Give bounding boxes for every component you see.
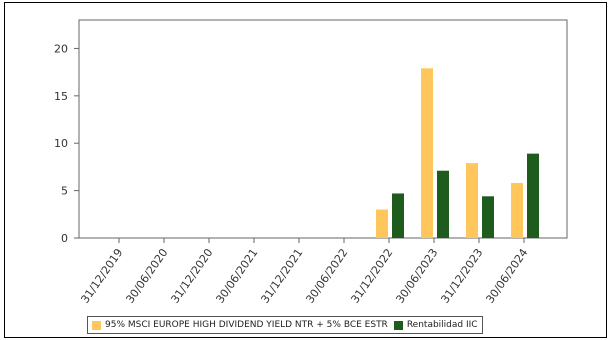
legend-swatch-benchmark — [92, 320, 101, 330]
legend-item-benchmark: 95% MSCI EUROPE HIGH DIVIDEND YIELD NTR … — [92, 320, 388, 330]
bar-fund — [437, 170, 449, 238]
legend-swatch-fund — [393, 320, 403, 330]
y-tick-label: 5 — [61, 185, 68, 198]
legend: 95% MSCI EUROPE HIGH DIVIDEND YIELD NTR … — [87, 316, 483, 334]
y-tick-label: 10 — [54, 137, 68, 150]
chart-frame: 0 5 10 15 20 31/12/2019 30/06/2020 31/12/2020 3… — [4, 2, 607, 338]
bar-benchmark — [421, 68, 433, 238]
bar-benchmark — [511, 183, 523, 238]
x-tick-label: 31/12/2019 — [78, 246, 125, 305]
x-tick-label: 30/06/2023 — [393, 246, 440, 305]
bar-benchmark — [466, 163, 478, 238]
y-tick-label: 20 — [54, 42, 68, 55]
x-tick-label: 30/06/2021 — [213, 246, 260, 305]
legend-label-fund: Rentabilidad IIC — [406, 320, 478, 330]
x-tick-label: 31/12/2022 — [348, 246, 395, 305]
y-axis: 0 5 10 15 20 — [54, 42, 79, 245]
x-tick-label: 30/06/2020 — [123, 246, 170, 305]
x-tick-label: 31/12/2020 — [168, 246, 215, 305]
x-tick-label: 30/06/2024 — [483, 246, 530, 305]
bars — [376, 68, 539, 238]
x-tick-label: 31/12/2021 — [258, 246, 305, 305]
y-tick-label: 0 — [61, 232, 68, 245]
y-tick-label: 15 — [54, 90, 68, 103]
legend-item-fund: Rentabilidad IIC — [393, 320, 478, 330]
x-tick-label: 31/12/2023 — [438, 246, 485, 305]
bar-fund — [527, 153, 539, 238]
bar-fund — [482, 196, 494, 238]
bar-fund — [392, 193, 404, 238]
x-tick-label: 30/06/2022 — [303, 246, 350, 305]
legend-label-benchmark: 95% MSCI EUROPE HIGH DIVIDEND YIELD NTR … — [105, 320, 388, 330]
bar-benchmark — [376, 209, 388, 238]
x-axis: 31/12/201930/06/202031/12/202030/06/2021… — [78, 238, 530, 306]
